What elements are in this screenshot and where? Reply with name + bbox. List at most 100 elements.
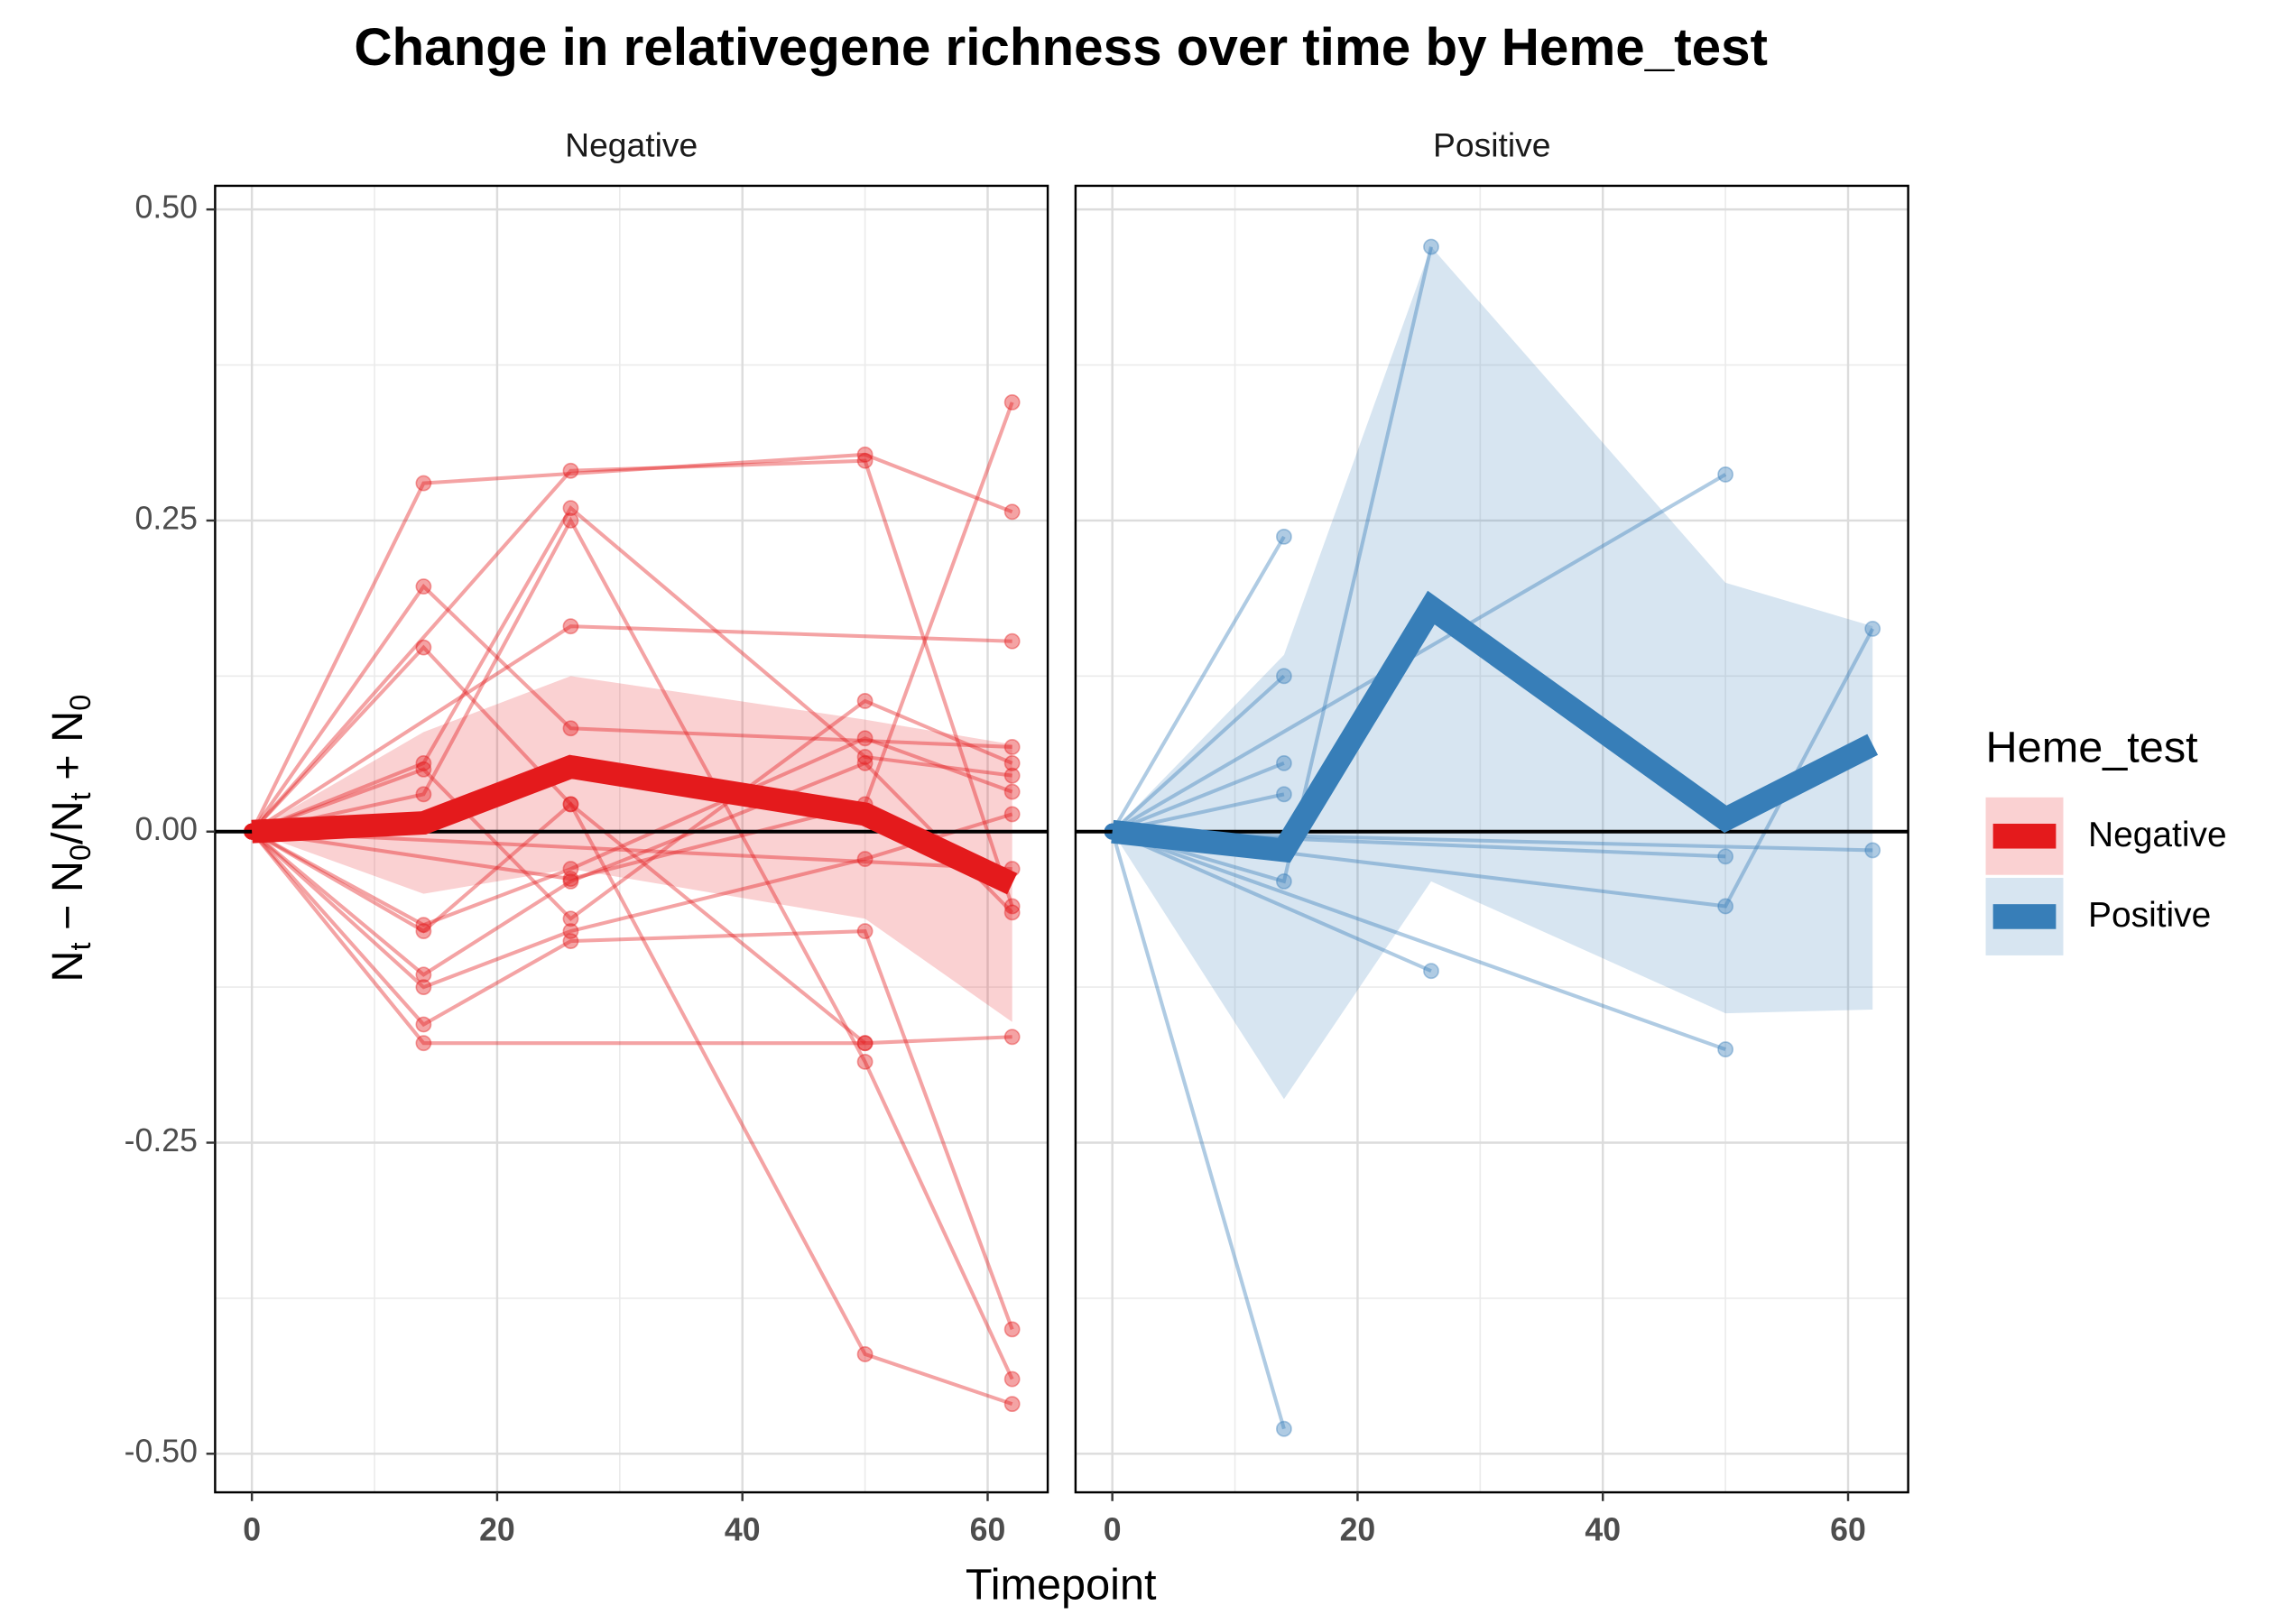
subject-line	[251, 505, 1012, 834]
subject-point	[1003, 1321, 1021, 1338]
subject-point	[1003, 898, 1021, 915]
subject-point	[1003, 1029, 1021, 1046]
subject-point	[415, 979, 432, 996]
subject-point	[1864, 621, 1881, 637]
legend-title: Heme_test	[1986, 724, 2199, 772]
subject-point	[1275, 786, 1292, 803]
subject-point	[1275, 872, 1292, 890]
y-tick-label: 0.50	[135, 189, 198, 226]
panel-border	[214, 184, 1049, 1494]
subject-point	[1423, 238, 1439, 255]
subject-line	[1111, 674, 1286, 834]
y-tick-label: -0.25	[125, 1122, 198, 1158]
subject-point	[415, 1035, 432, 1052]
subject-point	[1003, 503, 1021, 521]
subject-point	[415, 578, 432, 595]
subject-point	[856, 1035, 874, 1052]
subject-line	[251, 736, 1013, 927]
subject-point	[1003, 767, 1021, 784]
chart-title: Change in relativegene richness over tim…	[354, 18, 1768, 77]
subject-point	[1003, 1396, 1021, 1413]
subject-point	[856, 851, 874, 867]
subject-point	[562, 933, 579, 950]
subject-point	[856, 1346, 874, 1362]
subject-line	[250, 761, 1014, 977]
subject-point	[1717, 898, 1734, 915]
subject-point	[415, 761, 432, 778]
subject-point	[562, 923, 579, 939]
x-tick-label: 40	[725, 1511, 761, 1547]
facet-label: Negative	[565, 126, 698, 164]
subject-line	[250, 583, 1012, 833]
subject-point	[415, 639, 432, 656]
subject-point	[1275, 528, 1292, 545]
subject-point	[856, 1053, 874, 1070]
subject-point	[1717, 466, 1734, 483]
subject-line	[250, 644, 866, 1045]
x-axis-title: Timepoint	[966, 1560, 1157, 1609]
x-tick-label: 0	[243, 1511, 261, 1547]
y-axis-title-subscript: t	[63, 792, 96, 800]
subject-point	[1003, 1370, 1021, 1388]
x-tick-label: 40	[1585, 1511, 1621, 1547]
subject-line	[1111, 829, 1432, 973]
legend-key-line	[1992, 904, 2057, 929]
subject-point	[1003, 754, 1021, 771]
legend-key-line	[1992, 823, 2057, 849]
subject-point	[1275, 754, 1292, 771]
legend-label: Negative	[2088, 816, 2227, 854]
subject-point	[1717, 1041, 1734, 1057]
subject-line	[250, 458, 1014, 908]
subject-line	[250, 452, 1013, 833]
y-axis-title: Nt − N0/Nt + N0	[43, 695, 97, 983]
subject-point	[1003, 393, 1021, 411]
y-axis-title-subscript: 0	[63, 844, 96, 861]
y-axis-title-subscript: 0	[63, 695, 96, 711]
subject-line	[251, 801, 1013, 1407]
subject-point	[562, 512, 579, 529]
y-tick-label: 0.00	[135, 811, 198, 847]
subject-point	[856, 1035, 874, 1052]
subject-point	[1275, 1420, 1292, 1437]
mean-line	[1111, 590, 1879, 863]
subject-point	[562, 872, 579, 890]
subject-point	[856, 452, 874, 469]
subject-point	[856, 730, 874, 747]
subject-point	[1003, 739, 1021, 755]
subject-point	[856, 923, 874, 939]
subject-point	[562, 910, 579, 927]
subject-line	[1112, 627, 1874, 909]
subject-point	[1003, 806, 1021, 823]
subject-line	[1111, 473, 1727, 834]
mean-line	[251, 754, 1018, 895]
x-tick-label: 60	[970, 1511, 1006, 1547]
subject-point	[415, 754, 432, 771]
y-tick-label: 0.25	[135, 500, 198, 536]
y-axis-title-part: N	[43, 951, 92, 983]
subject-point	[1717, 848, 1734, 865]
subject-point	[562, 462, 579, 479]
subject-line	[1110, 831, 1286, 1430]
subject-point	[562, 500, 579, 517]
y-tick-label: -0.50	[125, 1434, 198, 1470]
y-axis-title-part: + N	[43, 711, 92, 793]
legend-label: Positive	[2088, 896, 2211, 935]
subject-point	[562, 618, 579, 635]
subject-point	[1003, 632, 1021, 650]
subject-point	[562, 720, 579, 737]
subject-point	[415, 475, 432, 492]
subject-line	[252, 829, 1012, 872]
y-axis-title-subscript: t	[63, 943, 96, 951]
panel-border	[1074, 184, 1909, 1494]
x-tick-label: 60	[1830, 1511, 1866, 1547]
subject-point	[562, 796, 579, 813]
subject-line	[251, 516, 1014, 1380]
subject-line	[250, 830, 1012, 1046]
subject-point	[415, 1016, 432, 1033]
subject-point	[415, 917, 432, 934]
subject-line	[251, 698, 1013, 921]
subject-point	[1003, 783, 1021, 800]
subject-line	[1111, 761, 1285, 834]
